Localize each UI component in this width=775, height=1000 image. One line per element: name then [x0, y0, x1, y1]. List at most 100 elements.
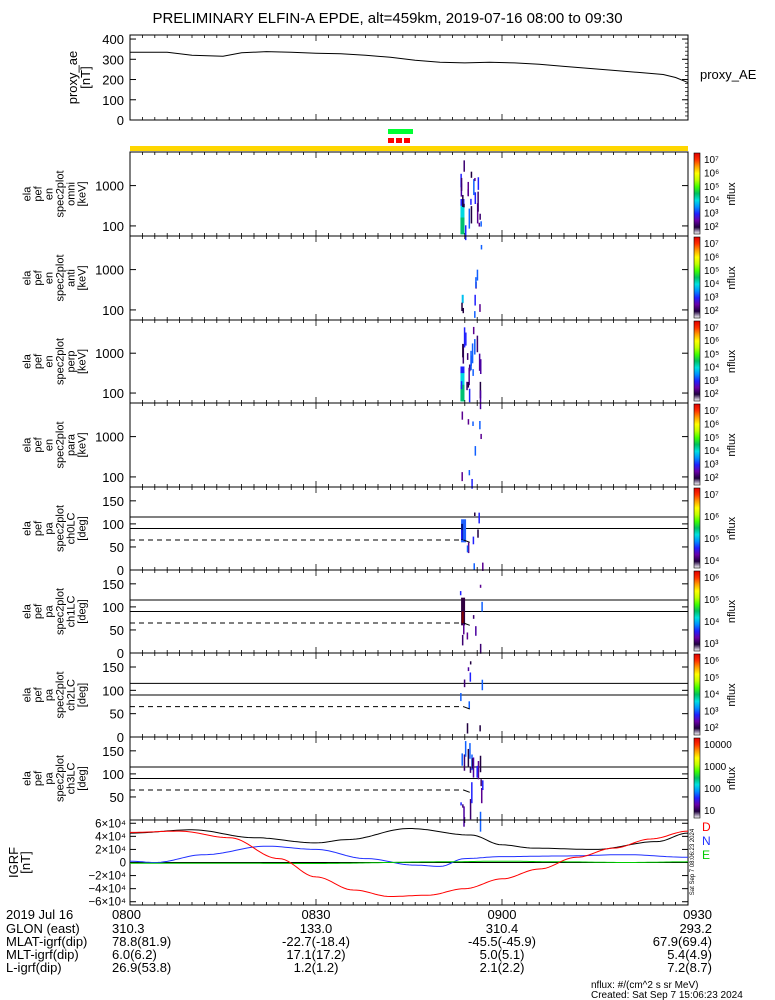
spectrogram-pixel: [461, 411, 464, 420]
spectrogram-pixel: [474, 294, 476, 306]
colorbar-tick-label: 10⁵: [704, 182, 719, 193]
colorbar-tick-label: 10²: [704, 306, 719, 317]
spectrogram-pixel: [480, 788, 483, 804]
en_anti-label-line: ela: [22, 270, 34, 286]
pa-ytick-label: 100: [102, 767, 124, 782]
colorbar-tick-label: 10³: [704, 376, 719, 387]
spectrogram-pixel: [479, 420, 481, 430]
colorbar: [693, 737, 701, 819]
energy-ytick-label: 100: [102, 386, 124, 401]
pa_ch1-label-line: ela: [22, 603, 34, 619]
igrf-ytick-label: 0: [120, 858, 126, 870]
spectrogram-pixel: [466, 632, 469, 640]
spectrogram-pixel: [469, 661, 472, 665]
pa-ytick-label: 150: [102, 660, 124, 675]
orbit-cell: 293.2: [679, 921, 712, 936]
en_para-label-line: pef: [33, 436, 45, 452]
spectrogram-pixel: [459, 591, 462, 596]
colorbar-tick-label: 10²: [704, 723, 719, 734]
spectrogram-pixel: [474, 446, 477, 456]
pa_ch1-label-line: [deg]: [77, 599, 89, 623]
pa_ch2-label-line: spec2plot: [55, 671, 67, 718]
en_omni-label-line: pef: [33, 185, 45, 201]
colorbar: [693, 487, 701, 569]
colorbar: [693, 152, 701, 235]
spectrogram-pixel: [482, 780, 484, 791]
spectrogram-pixel: [469, 767, 472, 773]
spectrogram-pixel: [479, 390, 482, 410]
colorbar-tick-label: 10⁵: [704, 595, 719, 606]
pa_ch3-label-line: pa: [44, 772, 56, 785]
pa-ytick-label: 50: [110, 707, 124, 722]
orbit-cell: 0900: [488, 907, 517, 922]
pa-ytick-label: 50: [110, 623, 124, 638]
colorbar-tick-label: 10⁴: [704, 446, 719, 457]
spectrogram-pixel: [468, 388, 471, 403]
colorbar-tick-label: 10⁷: [704, 490, 719, 501]
spectrogram-pixel: [460, 693, 462, 702]
spectrogram-pixel: [474, 311, 476, 318]
spectrogram-pixel: [465, 332, 467, 346]
en_omni-label-line: [keV]: [77, 181, 89, 206]
colorbar-label: nflux: [726, 516, 738, 540]
igrf-legend-e: E: [702, 848, 710, 862]
igrf-ytick-label: 2×10⁴: [95, 844, 126, 856]
footer-created: Created: Sat Sep 7 15:06:23 2024: [591, 990, 743, 1000]
spectrogram-pixel: [467, 748, 470, 768]
spectrogram-pixel: [479, 755, 482, 773]
panel-frame: [129, 151, 689, 237]
spectrogram-pixel: [472, 369, 474, 376]
pa_ch0-label-line: ch0LC: [66, 513, 78, 545]
en_para-label-line: [keV]: [77, 432, 89, 457]
spectrogram-pixel: [463, 754, 466, 771]
colorbar-tick-label: 100: [704, 784, 721, 795]
orbit-cell: 17.1(17.2): [286, 947, 345, 962]
spectrogram-pixel: [478, 512, 480, 524]
spectrogram-pixel: [463, 327, 466, 348]
pa-ytick-label: 50: [110, 790, 124, 805]
spectrogram-pixel: [469, 672, 472, 682]
orbit-cell: 133.0: [300, 921, 333, 936]
spectrogram-cyan-block: [461, 294, 464, 304]
spectrogram-pixel: [472, 757, 475, 778]
en_para-label-line: spec2plot: [55, 421, 67, 468]
yellow-status-bar: [130, 146, 688, 151]
igrf-ytick-label: −2×10⁴: [88, 871, 126, 883]
spectrogram-pixel: [473, 179, 475, 196]
spectrogram-pixel: [477, 529, 479, 538]
ae-series-line: [130, 51, 689, 84]
colorbar-label: nflux: [726, 266, 738, 290]
colorbar: [693, 320, 701, 402]
igrf-ytick-label: 4×10⁴: [95, 831, 126, 843]
pa_ch2-label-line: pef: [33, 686, 45, 702]
pa-trailing-mark: [463, 789, 470, 793]
spectrogram-pixel: [463, 679, 466, 688]
orbit-row-label: L-igrf(dip): [6, 960, 62, 975]
spectrogram-pixel: [480, 221, 482, 227]
colorbar-tick-label: 10⁴: [704, 279, 719, 290]
en_perp-label-line: en: [44, 355, 56, 367]
colorbar-tick-label: 10⁶: [704, 512, 719, 523]
orbit-row-label: MLAT-igrf(dip): [6, 934, 87, 949]
colorbar-tick-label: 10⁷: [704, 406, 719, 417]
orbit-row-label: MLT-igrf(dip): [6, 947, 79, 962]
colorbar-tick-label: 10⁴: [704, 690, 719, 701]
colorbar-tick-label: 10⁶: [704, 573, 719, 584]
pa-blue-block: [461, 519, 467, 543]
orbit-cell: 26.9(53.8): [112, 960, 171, 975]
colorbar-tick-label: 10³: [704, 209, 719, 220]
igrf-series-black: [130, 828, 689, 850]
colorbar-tick-label: 10⁵: [704, 266, 719, 277]
pa-red-block: [461, 611, 464, 624]
pa-trailing-mark: [463, 706, 470, 710]
spectrogram-pixel: [480, 779, 482, 787]
colorbar-tick-label: 10000: [704, 740, 732, 751]
colorbar-tick-label: 1000: [704, 762, 727, 773]
spectrogram-pixel: [460, 177, 463, 191]
spectrogram-pixel: [467, 419, 470, 425]
orbit-cell: 0800: [112, 907, 141, 922]
colorbar: [693, 570, 701, 652]
spectrogram-pixel: [476, 335, 479, 353]
energy-ytick-label: 100: [102, 303, 124, 318]
colorbar-tick-label: 10⁶: [704, 168, 719, 179]
